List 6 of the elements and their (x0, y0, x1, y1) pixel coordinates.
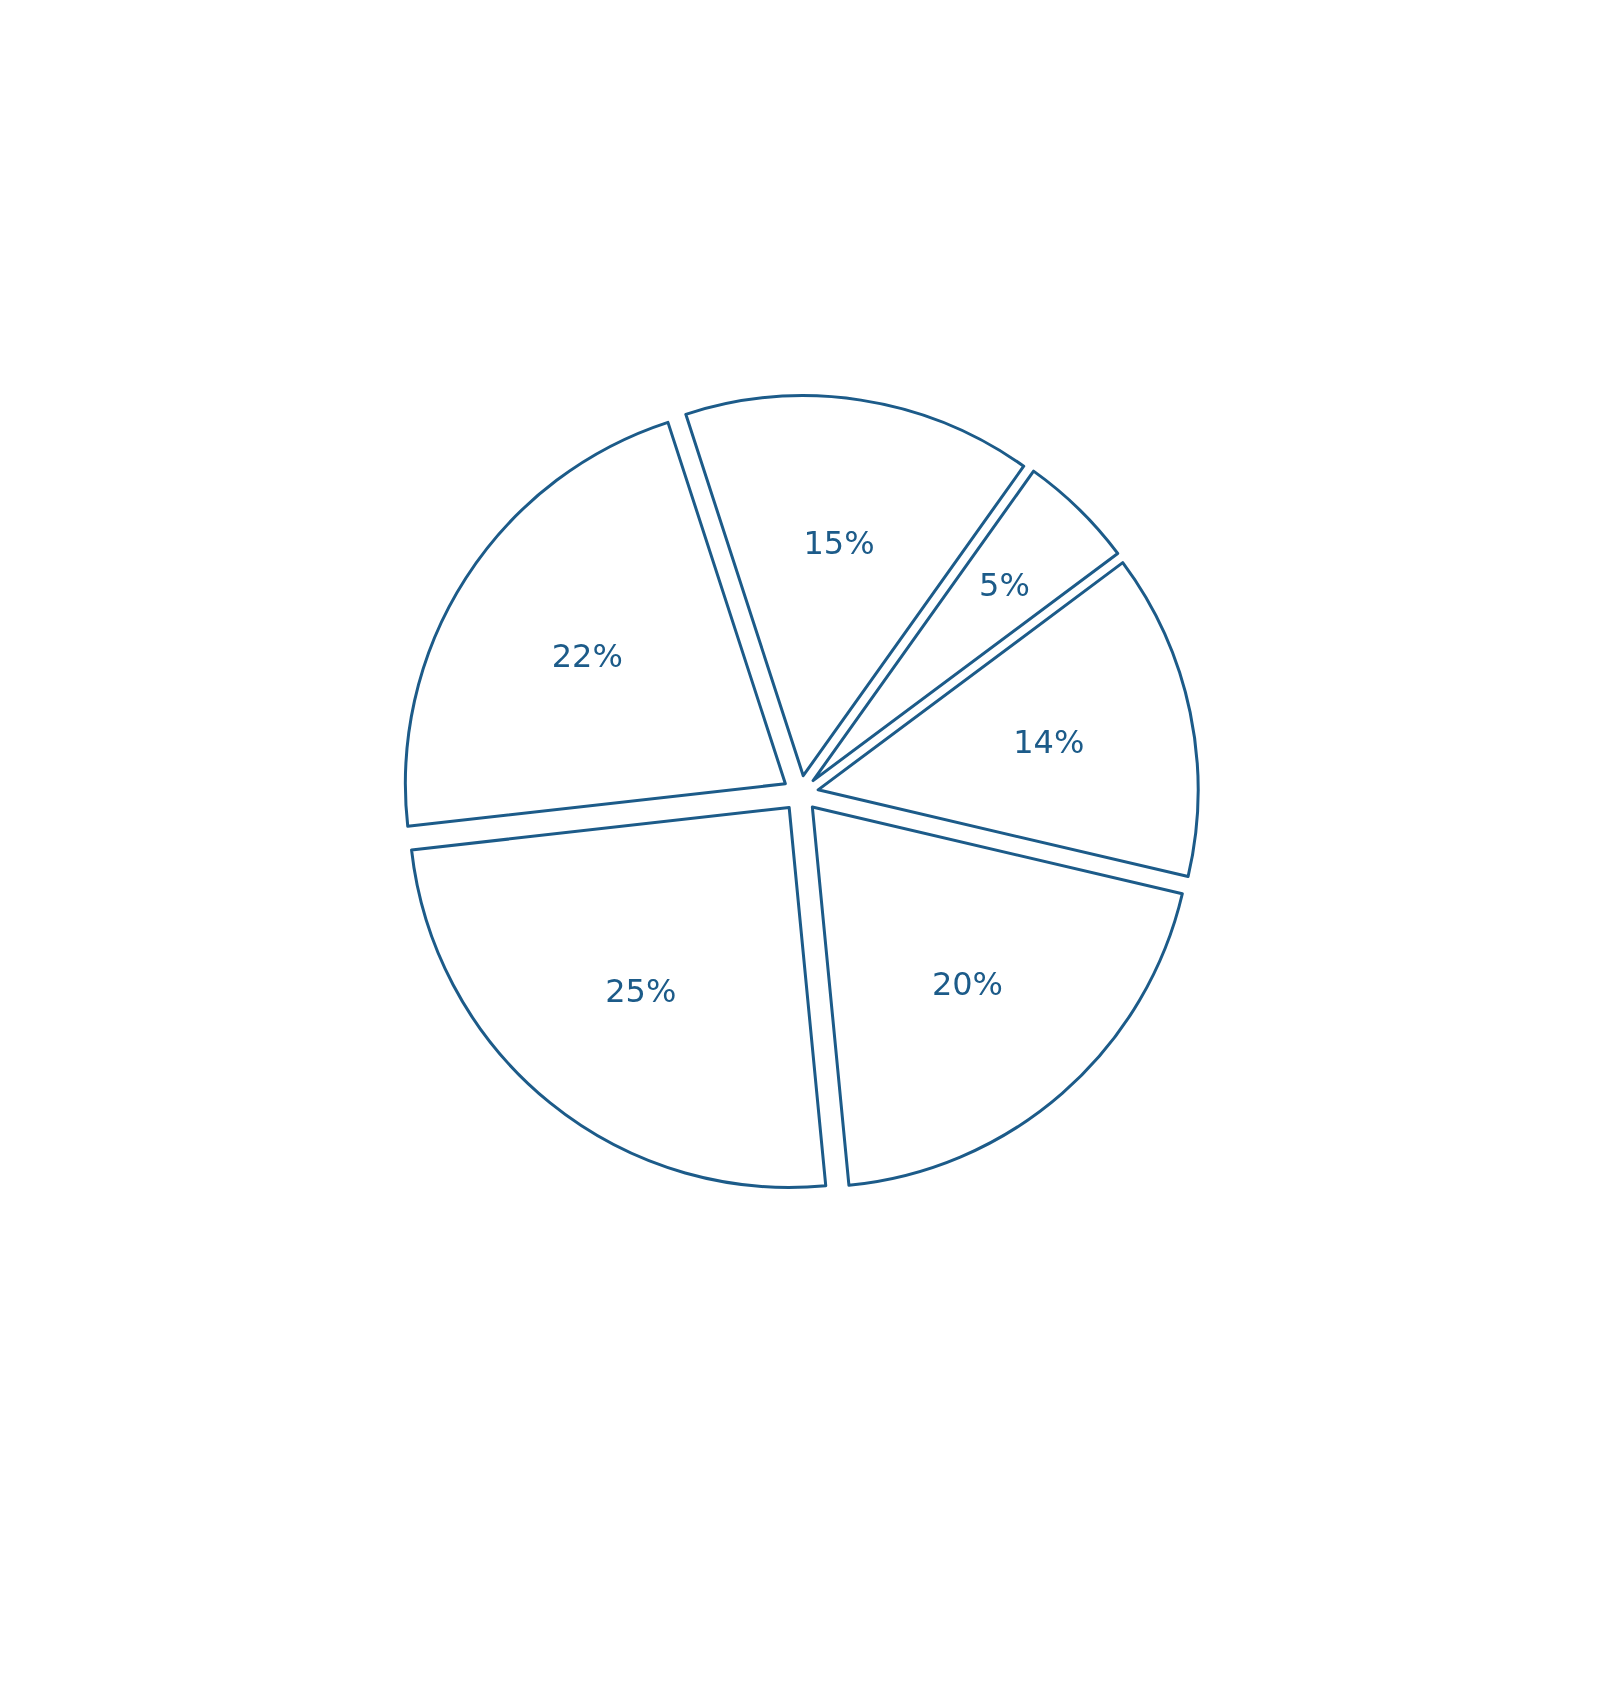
data-label: 20% (931, 965, 1003, 1004)
data-label: 22% (551, 637, 623, 676)
data-label: 5% (979, 566, 1030, 605)
data-label: 14% (1013, 722, 1085, 761)
data-label: 15% (803, 523, 875, 562)
data-label: 25% (605, 971, 677, 1010)
